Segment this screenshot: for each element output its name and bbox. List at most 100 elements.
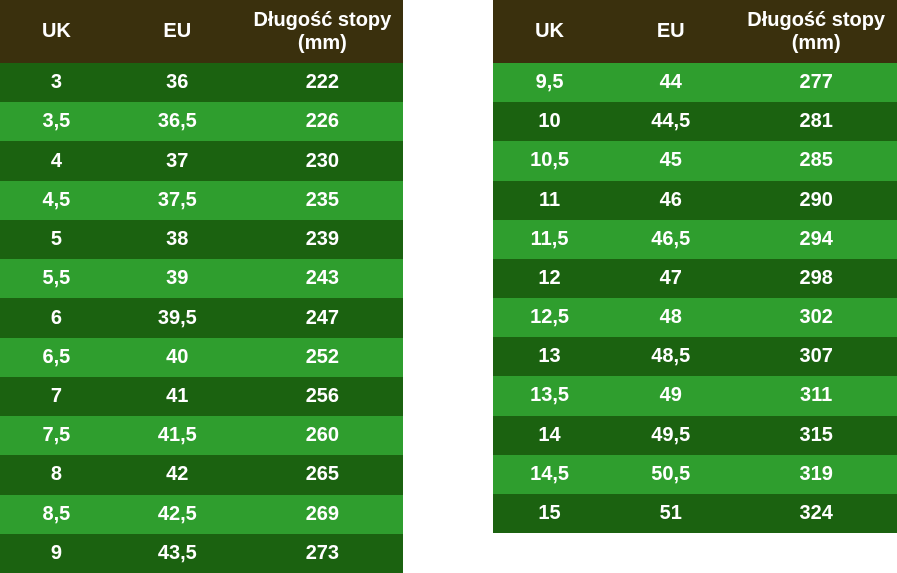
table-cell: 4,5: [42, 188, 71, 211]
table-row: 6,5 40 252: [0, 337, 403, 377]
table-cell: 235: [305, 188, 340, 211]
table-row: 4,5 37,5 235: [0, 180, 403, 220]
table-cell: 319: [799, 462, 833, 485]
table-cell: 311: [800, 384, 833, 407]
table-cell: 256: [305, 384, 340, 407]
table-cell: 10: [538, 110, 561, 133]
table-cell: 324: [799, 501, 833, 524]
table-row: 5 38 239: [0, 219, 403, 260]
table-cell: 45: [659, 149, 682, 172]
column-header: UK: [535, 20, 564, 42]
table-row: 12 47 298: [493, 258, 897, 299]
table-row: 11,5 46,5 294: [493, 219, 897, 259]
table-cell: 46: [659, 188, 682, 211]
table-cell: 39: [166, 267, 189, 290]
table-cell: 8,5: [42, 502, 71, 525]
table-cell: 243: [305, 267, 340, 290]
table-cell: 12,5: [530, 306, 570, 329]
table-row: 13,5 49 311: [493, 376, 897, 416]
table-cell: 11: [538, 188, 561, 211]
table-row: 5,5 39 243: [0, 259, 403, 299]
table-cell: 36,5: [157, 110, 197, 133]
table-cell: 5: [50, 228, 62, 251]
table-cell: 44,5: [651, 110, 691, 133]
table-row: 14 49,5 315: [493, 415, 897, 455]
table-cell: 281: [799, 110, 833, 133]
table-cell: 4: [50, 149, 62, 172]
column-header: Długość stopy (mm): [747, 8, 886, 54]
table-row: 4 37 230: [0, 141, 403, 181]
table-cell: 48,5: [651, 345, 691, 368]
table-cell: 48: [659, 306, 682, 329]
table-cell: 39,5: [157, 306, 197, 329]
table-cell: 37: [166, 149, 189, 172]
table-cell: 3,5: [42, 110, 71, 133]
column-header: UK: [41, 20, 71, 42]
table-cell: 6: [50, 306, 62, 329]
table-cell: 226: [305, 110, 340, 133]
table-cell: 8: [50, 463, 62, 486]
table-cell: 294: [799, 227, 833, 250]
table-cell: 15: [538, 501, 561, 524]
table-row: 6 39,5 247: [0, 298, 403, 338]
table-cell: 265: [305, 463, 340, 486]
table-row: 15 51 324: [493, 493, 897, 534]
table-cell: 42,5: [157, 502, 197, 525]
table-row: 8,5 42,5 269: [0, 494, 403, 534]
table-cell: 13: [538, 345, 561, 368]
table-cell: 46,5: [651, 227, 691, 250]
table-row: 9 43,5 273: [0, 533, 403, 573]
table-cell: 5,5: [42, 267, 71, 290]
table-cell: 222: [305, 71, 340, 94]
column-header: Długość stopy (mm): [253, 8, 392, 54]
table-cell: 9,5: [535, 71, 564, 94]
table-cell: 47: [659, 266, 682, 289]
table-cell: 41: [166, 384, 189, 407]
table-cell: 41,5: [157, 424, 197, 447]
table-cell: 3: [50, 71, 62, 94]
table-cell: 50,5: [651, 462, 691, 485]
table-cell: 269: [305, 502, 340, 525]
table-cell: 9: [50, 541, 62, 564]
table-cell: 12: [538, 266, 561, 289]
table-cell: 290: [799, 188, 833, 211]
table-cell: 42: [166, 463, 189, 486]
table-row: 9,5 44 277: [493, 63, 897, 103]
table-row: 3 36 222: [0, 63, 403, 103]
column-header: EU: [656, 20, 685, 42]
table-cell: 38: [166, 228, 189, 251]
table-row: 3,5 36,5 226: [0, 102, 403, 142]
table-row: 7 41 256: [0, 376, 403, 417]
table-cell: 307: [799, 345, 833, 368]
table-cell: 40: [166, 345, 189, 368]
table-cell: 51: [659, 501, 682, 524]
table-cell: 285: [799, 149, 833, 172]
table-row: 11 46 290: [493, 180, 897, 220]
table-row: 13 48,5 307: [493, 337, 897, 377]
table-cell: 273: [305, 541, 340, 564]
table-cell: 49: [659, 384, 682, 407]
table-cell: 10,5: [530, 149, 570, 172]
table-cell: 298: [799, 266, 833, 289]
table-cell: 14,5: [530, 462, 570, 485]
table-cell: 36: [166, 71, 189, 94]
table-cell: 230: [305, 149, 340, 172]
table-cell: 37,5: [157, 188, 197, 211]
table-cell: 13,5: [530, 384, 570, 407]
table-cell: 14: [538, 423, 561, 446]
table-cell: 260: [305, 424, 340, 447]
table-header-row: UK EU Długość stopy (mm): [493, 0, 897, 63]
table-cell: 49,5: [651, 423, 691, 446]
column-header: EU: [163, 20, 192, 42]
table-row: 12,5 48 302: [493, 298, 897, 338]
table-cell: 239: [305, 228, 340, 251]
table-cell: 7: [50, 384, 62, 407]
table-cell: 302: [799, 306, 833, 329]
table-cell: 43,5: [157, 541, 197, 564]
table-cell: 247: [305, 306, 340, 329]
table-cell: 315: [799, 423, 833, 446]
table-row: 7,5 41,5 260: [0, 416, 403, 456]
table-row: 10,5 45 285: [493, 141, 897, 181]
size-table-left: UK EU Długość stopy (mm) 3 36 222 3,5 36,5 226 4 3…: [0, 0, 403, 573]
